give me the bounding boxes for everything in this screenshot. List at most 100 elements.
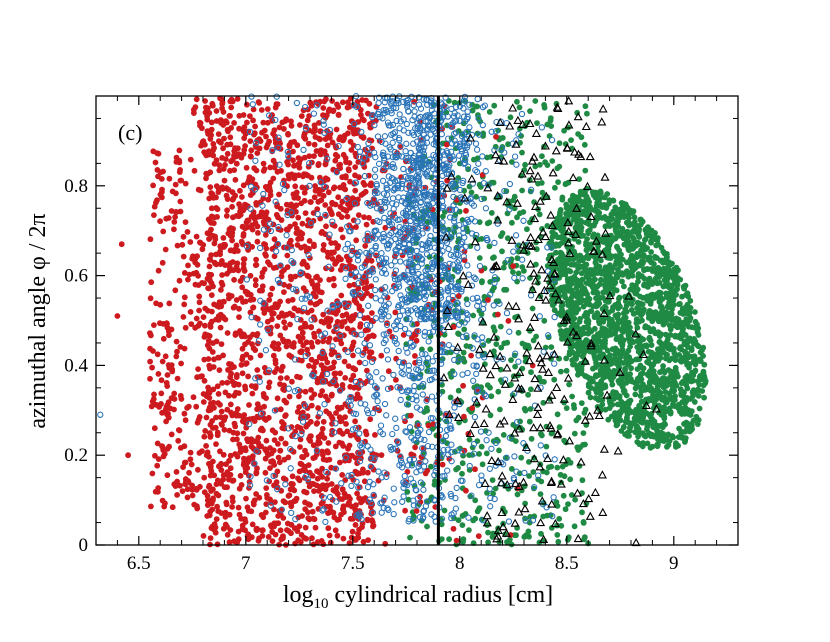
data-point	[287, 273, 294, 280]
data-point	[208, 292, 215, 298]
data-point	[648, 259, 655, 266]
data-point	[334, 245, 341, 251]
data-point	[500, 264, 507, 271]
data-point	[303, 323, 310, 330]
data-point	[242, 461, 249, 468]
data-point	[618, 251, 624, 258]
data-point	[623, 355, 629, 362]
data-point	[491, 102, 498, 109]
data-point	[344, 428, 351, 435]
data-point	[656, 339, 663, 345]
data-point	[528, 435, 535, 442]
data-point	[291, 175, 298, 182]
data-point	[459, 470, 465, 477]
data-point	[574, 212, 581, 219]
data-point	[631, 214, 638, 221]
data-point	[206, 404, 213, 411]
data-point	[492, 485, 499, 492]
data-point	[303, 423, 309, 430]
data-point	[312, 524, 319, 531]
data-point	[598, 384, 605, 390]
data-point	[521, 405, 528, 412]
data-point	[344, 104, 351, 111]
data-point	[342, 173, 349, 180]
data-point	[507, 114, 514, 121]
data-point	[339, 234, 346, 241]
data-point	[289, 296, 296, 303]
data-point	[542, 159, 548, 166]
data-point	[189, 492, 196, 499]
data-point	[450, 525, 457, 532]
data-point	[242, 519, 249, 525]
data-point	[647, 337, 654, 344]
data-point	[216, 367, 223, 373]
data-point	[197, 239, 204, 246]
data-point	[475, 533, 482, 539]
data-point	[229, 412, 236, 419]
data-point	[605, 368, 612, 374]
data-point	[501, 286, 507, 293]
data-point	[181, 443, 188, 450]
data-point	[515, 270, 522, 277]
data-point	[164, 372, 171, 378]
data-point	[249, 222, 255, 229]
data-point	[538, 180, 545, 186]
data-point	[662, 389, 669, 395]
data-point	[206, 110, 213, 116]
data-point	[305, 140, 312, 147]
data-point	[248, 508, 255, 515]
data-point	[184, 229, 191, 235]
data-point	[291, 525, 298, 532]
data-point	[360, 135, 367, 141]
data-point	[352, 164, 359, 171]
data-point	[631, 219, 638, 226]
data-point	[239, 194, 245, 200]
data-point	[446, 536, 452, 543]
data-point	[177, 344, 184, 350]
data-point	[239, 331, 246, 337]
data-point	[563, 201, 570, 208]
data-point	[208, 252, 215, 258]
data-point	[176, 157, 183, 164]
data-point	[285, 226, 291, 233]
data-point	[509, 219, 515, 226]
data-point	[630, 339, 637, 345]
data-point	[239, 370, 246, 377]
data-point	[216, 303, 222, 310]
data-point	[193, 403, 200, 410]
data-point	[224, 406, 231, 413]
data-point	[427, 333, 434, 340]
data-point	[619, 278, 625, 285]
data-point	[356, 359, 363, 366]
data-point	[340, 503, 347, 510]
data-point	[650, 424, 656, 430]
data-point	[214, 432, 221, 439]
data-point	[172, 181, 179, 188]
data-point	[658, 244, 665, 251]
data-point	[648, 266, 655, 272]
data-point	[514, 98, 520, 105]
data-point	[522, 500, 528, 507]
data-point	[227, 374, 234, 381]
data-point	[666, 357, 673, 364]
data-point	[332, 240, 339, 246]
data-point	[185, 276, 191, 283]
data-point	[579, 509, 585, 516]
data-point	[321, 319, 327, 326]
data-point	[533, 246, 540, 253]
data-point	[641, 282, 647, 289]
data-point	[447, 394, 454, 401]
data-point	[194, 419, 201, 426]
data-point	[470, 312, 477, 319]
data-point	[215, 354, 222, 361]
data-point	[321, 435, 328, 441]
data-point	[312, 187, 319, 194]
data-point	[491, 254, 497, 261]
data-point	[549, 158, 556, 164]
data-point	[222, 262, 229, 268]
data-point	[472, 466, 478, 473]
data-point	[262, 469, 269, 476]
data-point	[314, 475, 321, 482]
data-point	[669, 317, 675, 324]
data-point	[584, 252, 591, 259]
